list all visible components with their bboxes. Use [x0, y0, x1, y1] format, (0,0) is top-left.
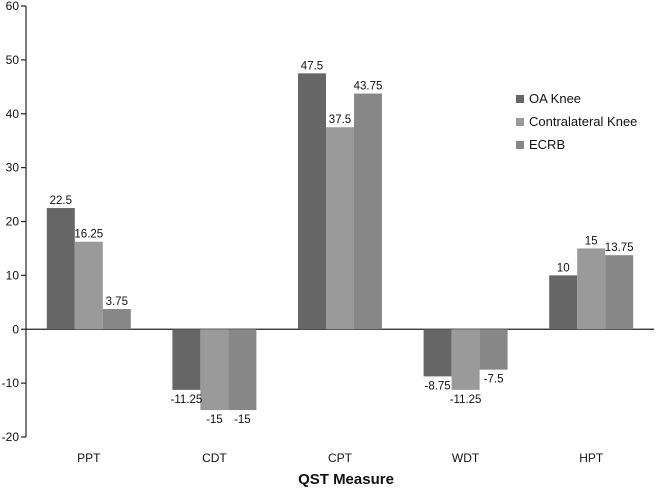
data-label: -11.25	[171, 394, 203, 406]
legend-swatch	[516, 95, 524, 103]
legend-label: ECRB	[529, 137, 565, 152]
bar	[326, 127, 354, 330]
y-tick-label: 30	[6, 161, 20, 175]
data-label: 13.75	[605, 242, 634, 254]
data-label: 37.5	[329, 114, 351, 126]
data-label: -15	[234, 414, 251, 426]
bar	[549, 275, 578, 330]
bar	[172, 329, 201, 390]
legend-swatch	[516, 141, 524, 149]
legend-label: OA Knee	[529, 91, 581, 106]
x-tick-label: CPT	[328, 451, 353, 465]
bar	[298, 73, 326, 330]
bar	[605, 255, 634, 330]
bar	[577, 248, 606, 330]
x-axis-title: QST Measure	[298, 471, 394, 488]
bar	[354, 93, 382, 330]
x-tick-label: HPT	[579, 451, 604, 465]
bars	[46, 73, 634, 411]
data-label: -15	[206, 414, 223, 426]
data-label: 3.75	[106, 296, 128, 308]
legend-label: Contralateral Knee	[529, 114, 637, 129]
data-label: 22.5	[50, 195, 72, 207]
data-label: -7.5	[484, 374, 504, 386]
data-label: 43.75	[354, 81, 383, 93]
data-labels: 22.516.253.75-11.25-15 -1547.537.543.75-8…	[50, 60, 634, 426]
bar	[74, 241, 103, 330]
data-label: 10	[557, 262, 570, 274]
y-tick-label: 10	[6, 268, 20, 282]
y-tick-label: 0	[12, 322, 19, 336]
legend: OA Knee Contralateral Knee ECRB	[516, 91, 637, 152]
y-tick-label: 20	[6, 215, 20, 229]
y-tick-label: -20	[2, 430, 20, 444]
bar	[479, 329, 508, 370]
data-label: -8.75	[424, 380, 450, 392]
y-tick-label: 40	[6, 107, 20, 121]
y-tick-label: 60	[6, 0, 20, 13]
bar	[228, 329, 257, 411]
data-label: 47.5	[301, 60, 323, 72]
y-tick-label: 50	[6, 53, 20, 67]
bar	[200, 329, 229, 411]
bar	[46, 208, 75, 330]
bar	[451, 329, 480, 390]
y-tick-label: -10	[2, 376, 20, 390]
data-label: -11.25	[450, 394, 482, 406]
legend-swatch	[516, 118, 524, 126]
x-tick-label: WDT	[452, 451, 480, 465]
bar	[423, 329, 452, 377]
x-tick-label: CDT	[202, 451, 227, 465]
data-label: 16.25	[74, 229, 103, 241]
bar	[102, 309, 131, 330]
x-tick-label: PPT	[77, 451, 101, 465]
data-label: 15	[585, 235, 598, 247]
